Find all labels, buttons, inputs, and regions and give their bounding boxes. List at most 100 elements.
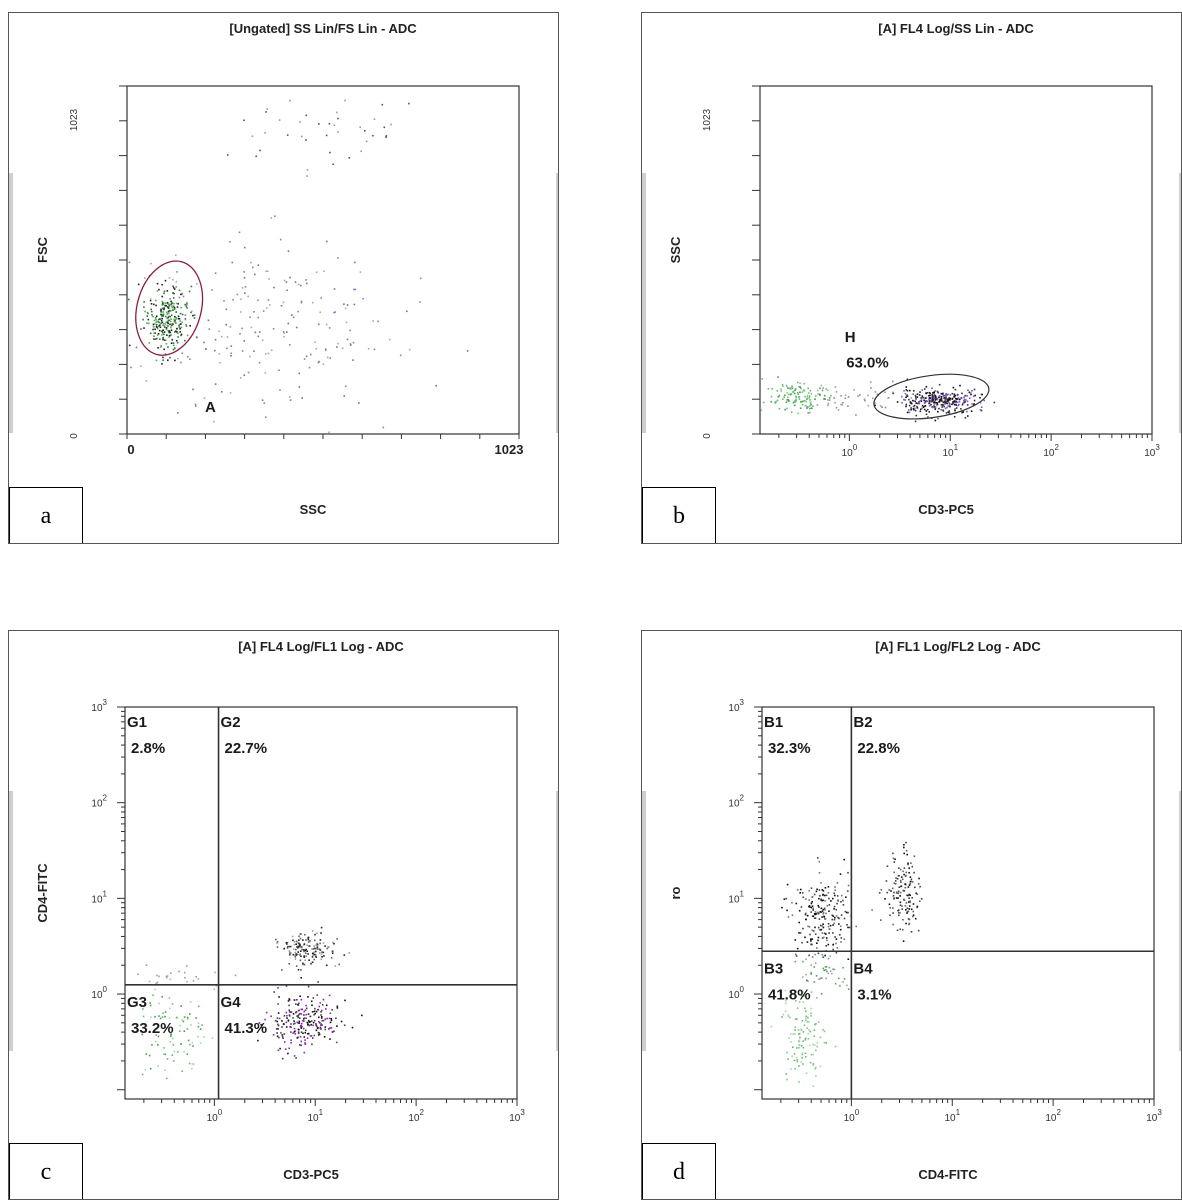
event-dot xyxy=(838,977,840,980)
event-dot xyxy=(794,401,796,404)
event-dot xyxy=(164,1053,167,1056)
event-dot xyxy=(239,311,242,313)
event-dot xyxy=(791,901,793,904)
event-dot xyxy=(809,1030,812,1033)
event-dot xyxy=(787,916,790,918)
event-dot xyxy=(281,1034,284,1036)
event-dot xyxy=(892,852,894,855)
event-dot xyxy=(821,889,824,891)
event-dot xyxy=(333,1030,335,1032)
event-dot xyxy=(274,215,276,217)
event-dot xyxy=(784,1010,787,1013)
event-dot xyxy=(822,1028,824,1031)
event-dot xyxy=(934,399,937,401)
event-dot xyxy=(933,403,936,405)
event-dot xyxy=(170,1035,172,1037)
event-dot xyxy=(288,950,291,952)
event-dot xyxy=(801,1057,803,1059)
event-dot xyxy=(827,886,830,888)
event-dot xyxy=(303,1017,306,1019)
event-dot xyxy=(959,384,961,387)
event-dot xyxy=(278,369,280,371)
event-dot xyxy=(142,1008,144,1010)
event-dot xyxy=(419,277,422,280)
event-dot xyxy=(150,303,153,305)
event-dot xyxy=(312,948,314,950)
event-dot xyxy=(332,951,334,954)
event-dot xyxy=(170,1034,172,1036)
event-dot xyxy=(318,360,320,363)
event-dot xyxy=(795,396,797,398)
event-dot xyxy=(916,906,918,909)
quadrant-percent: 33.2% xyxy=(131,1020,174,1037)
event-dot xyxy=(971,390,973,392)
event-dot xyxy=(165,321,167,323)
event-dot xyxy=(798,1044,801,1046)
event-dot xyxy=(155,338,157,340)
event-dot xyxy=(172,297,175,299)
event-dot xyxy=(466,350,469,352)
event-dot xyxy=(909,876,912,878)
event-dot xyxy=(190,1024,192,1026)
event-dot xyxy=(800,401,802,403)
event-dot xyxy=(903,873,905,876)
event-dot xyxy=(907,863,909,866)
event-dot xyxy=(810,991,813,993)
event-dot xyxy=(833,905,836,908)
event-dot xyxy=(299,950,302,952)
event-dot xyxy=(971,403,973,405)
event-dot xyxy=(295,943,297,945)
event-dot xyxy=(912,393,914,395)
event-dot xyxy=(281,1036,284,1038)
event-dot xyxy=(817,857,819,859)
event-dot xyxy=(181,1070,183,1072)
event-dot xyxy=(293,943,296,946)
event-dot xyxy=(167,307,170,309)
event-dot xyxy=(813,966,815,968)
event-dot xyxy=(923,402,926,404)
event-dot xyxy=(241,327,243,330)
event-dot xyxy=(941,404,944,406)
x-tick-label: 103 xyxy=(509,1108,525,1124)
event-dot xyxy=(144,277,146,279)
event-dot xyxy=(796,889,799,891)
event-dot xyxy=(302,939,304,941)
event-dot xyxy=(239,377,242,379)
event-dot xyxy=(313,1019,316,1022)
event-dot xyxy=(320,1011,322,1013)
event-dot xyxy=(315,947,317,950)
event-dot xyxy=(149,332,152,335)
event-dot xyxy=(169,303,171,306)
event-dot xyxy=(184,314,187,316)
event-dot xyxy=(848,926,851,929)
event-dot xyxy=(819,977,822,980)
event-dot xyxy=(915,414,918,417)
event-dot xyxy=(979,396,981,399)
event-dot xyxy=(267,352,270,355)
event-dot xyxy=(167,322,169,324)
event-dot xyxy=(149,299,152,302)
event-dot xyxy=(906,912,908,914)
event-dot xyxy=(798,921,800,924)
event-dot xyxy=(887,397,889,399)
event-dot xyxy=(166,317,168,320)
event-dot xyxy=(169,320,172,323)
event-dot xyxy=(265,1011,268,1014)
event-dot xyxy=(288,1047,290,1050)
event-dot xyxy=(305,355,308,358)
event-dot xyxy=(303,1014,305,1016)
event-dot xyxy=(311,948,313,950)
event-dot xyxy=(811,938,814,940)
event-dot xyxy=(285,942,288,944)
event-dot xyxy=(170,342,173,344)
event-dot xyxy=(796,1059,799,1061)
event-dot xyxy=(823,1041,826,1044)
event-dot xyxy=(303,1036,306,1038)
event-dot xyxy=(173,320,175,323)
event-dot xyxy=(186,303,188,306)
event-dot xyxy=(135,346,138,349)
event-dot xyxy=(248,371,250,374)
event-dot xyxy=(336,1005,339,1008)
event-dot xyxy=(952,401,954,403)
event-dot xyxy=(160,345,162,347)
